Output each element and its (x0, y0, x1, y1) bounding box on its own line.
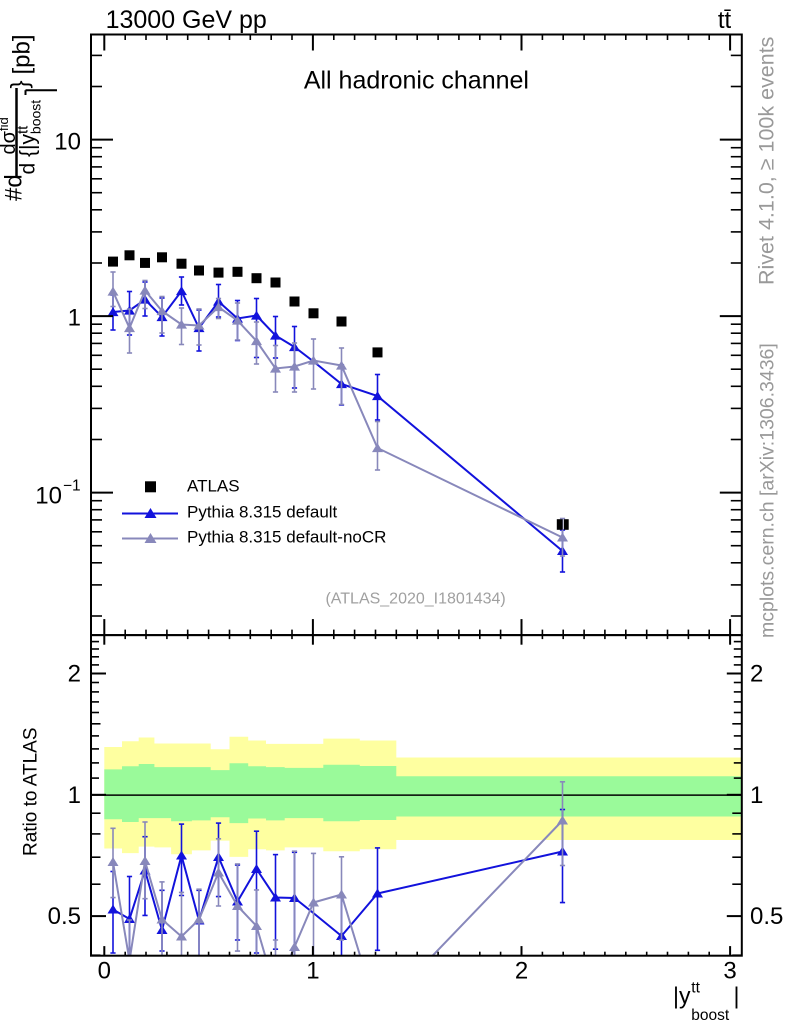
svg-text:−1: −1 (63, 478, 81, 495)
svg-text:(ATLAS_2020_I1801434): (ATLAS_2020_I1801434) (325, 591, 505, 608)
svg-text:tt̄: tt̄ (718, 7, 732, 34)
svg-text:Rivet 4.1.0, ≥ 100k events: Rivet 4.1.0, ≥ 100k events (755, 37, 779, 285)
svg-text:|: | (734, 982, 740, 1008)
svg-text:10: 10 (35, 483, 62, 510)
svg-text:1: 1 (68, 305, 81, 332)
svg-text:1: 1 (750, 782, 763, 809)
svg-text:|y: |y (673, 982, 691, 1008)
svg-text:2: 2 (515, 958, 528, 985)
svg-text:Pythia 8.315 default: Pythia 8.315 default (187, 503, 338, 522)
svg-text:2: 2 (750, 661, 763, 688)
svg-text:#d: #d (1, 174, 28, 201)
svg-text:ATLAS: ATLAS (187, 477, 240, 496)
svg-text:2: 2 (68, 661, 81, 688)
svg-text:Ratio to ATLAS: Ratio to ATLAS (21, 728, 42, 857)
svg-text:13000 GeV pp: 13000 GeV pp (106, 6, 267, 34)
svg-text:Pythia 8.315 default-noCR: Pythia 8.315 default-noCR (187, 528, 386, 547)
svg-text:All hadronic channel: All hadronic channel (304, 67, 529, 95)
svg-text:0: 0 (98, 958, 111, 985)
svg-text:mcplots.cern.ch [arXiv:1306.34: mcplots.cern.ch [arXiv:1306.3436] (757, 343, 779, 638)
svg-text:}: } (7, 80, 34, 88)
svg-text:0.5: 0.5 (750, 903, 783, 930)
svg-text:boost: boost (691, 1007, 730, 1024)
svg-text:3: 3 (723, 958, 736, 985)
svg-text:10: 10 (54, 129, 81, 156)
svg-text:[pb]: [pb] (8, 34, 35, 74)
svg-text:0.5: 0.5 (48, 903, 81, 930)
svg-text:tt: tt (691, 979, 700, 996)
svg-text:1: 1 (306, 958, 319, 985)
svg-text:1: 1 (68, 782, 81, 809)
